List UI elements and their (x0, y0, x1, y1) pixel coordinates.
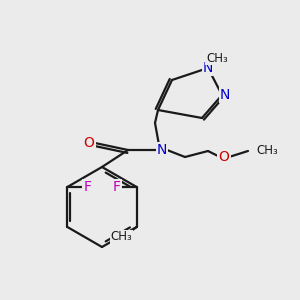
Text: O: O (84, 136, 94, 150)
Text: N: N (157, 143, 167, 157)
Text: CH₃: CH₃ (206, 52, 228, 64)
Text: N: N (220, 88, 230, 102)
Text: F: F (83, 180, 92, 194)
Text: O: O (219, 150, 230, 164)
Text: N: N (203, 61, 213, 75)
Text: F: F (112, 180, 121, 194)
Text: CH₃: CH₃ (256, 145, 278, 158)
Text: CH₃: CH₃ (111, 230, 133, 244)
